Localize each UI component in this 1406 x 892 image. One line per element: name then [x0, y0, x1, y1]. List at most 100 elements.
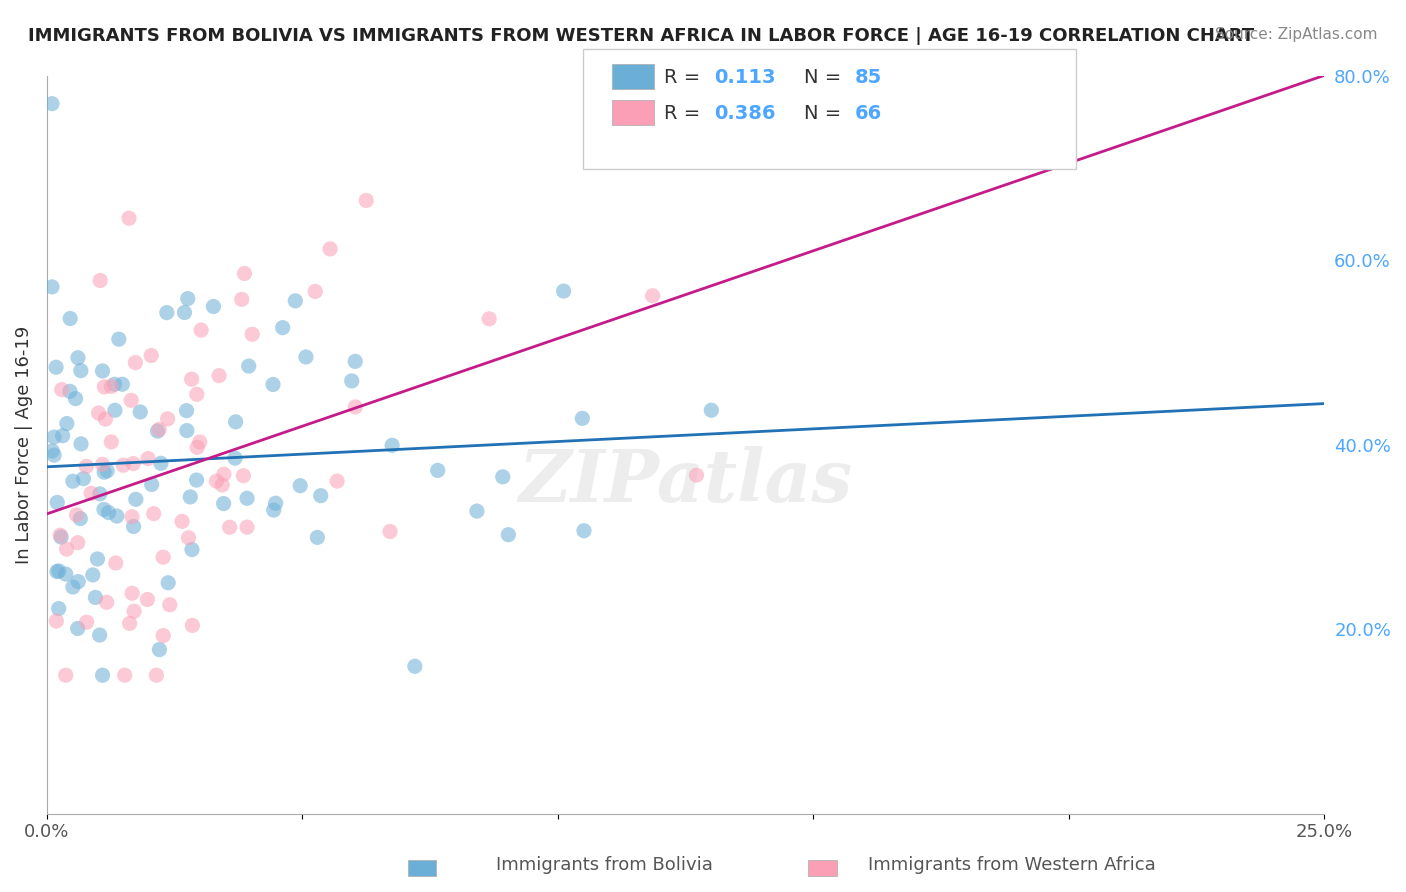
Point — [70, 364, 93, 378]
Point — [120, 393, 142, 408]
Point — [52, 428, 75, 442]
Point — [112, 458, 135, 473]
Point — [100, 379, 122, 393]
Point — [238, 359, 260, 373]
Point — [103, 377, 125, 392]
Point — [641, 289, 664, 303]
Point — [225, 415, 247, 429]
Point — [82, 568, 104, 582]
Point — [177, 531, 200, 545]
Text: N =: N = — [804, 103, 841, 123]
Point — [263, 503, 285, 517]
Point — [55, 668, 77, 682]
Point — [59, 384, 82, 399]
Text: Immigrants from Western Africa: Immigrants from Western Africa — [869, 856, 1156, 874]
Point — [93, 380, 115, 394]
Point — [176, 403, 198, 417]
Point — [124, 356, 146, 370]
Point — [146, 424, 169, 438]
Point — [136, 451, 159, 466]
Point — [66, 535, 89, 549]
Point — [41, 444, 63, 458]
Point — [55, 542, 77, 557]
Point — [177, 292, 200, 306]
Point — [66, 351, 89, 365]
Point — [69, 511, 91, 525]
Point — [42, 430, 65, 444]
Text: ZIPatlas: ZIPatlas — [519, 446, 852, 517]
Point — [108, 332, 131, 346]
Point — [157, 575, 180, 590]
Point — [141, 477, 163, 491]
Point — [295, 350, 318, 364]
Point — [114, 668, 136, 682]
Text: Immigrants from Bolivia: Immigrants from Bolivia — [496, 856, 713, 874]
Point — [498, 527, 520, 541]
Point — [46, 565, 69, 579]
Point — [44, 448, 66, 462]
Point — [152, 550, 174, 565]
Point — [118, 616, 141, 631]
Point — [91, 668, 114, 682]
Point — [572, 524, 595, 538]
Point — [290, 478, 312, 492]
Point — [125, 492, 148, 507]
Point — [104, 403, 127, 417]
Point — [188, 435, 211, 450]
Point — [340, 374, 363, 388]
Point — [55, 567, 77, 582]
Point — [76, 615, 98, 630]
Point — [231, 293, 253, 307]
Point — [149, 456, 172, 470]
Point — [122, 519, 145, 533]
Point — [236, 520, 259, 534]
Point — [105, 509, 128, 524]
Point — [404, 659, 426, 673]
Point — [553, 284, 575, 298]
Point — [186, 441, 208, 455]
Point — [41, 96, 63, 111]
Point — [100, 434, 122, 449]
Point — [426, 463, 449, 477]
Point — [309, 489, 332, 503]
Point — [344, 400, 367, 414]
Point — [118, 211, 141, 226]
Point — [307, 530, 329, 544]
Point — [148, 422, 170, 436]
Point — [212, 497, 235, 511]
Point — [354, 194, 377, 208]
Point — [96, 464, 118, 478]
Point — [180, 372, 202, 386]
Point — [89, 628, 111, 642]
Point — [49, 530, 72, 544]
Point — [89, 487, 111, 501]
Point — [304, 285, 326, 299]
Point — [48, 601, 70, 615]
Point — [181, 542, 204, 557]
Point — [465, 504, 488, 518]
Point — [211, 478, 233, 492]
Point — [571, 411, 593, 425]
Point — [478, 311, 501, 326]
Point — [70, 437, 93, 451]
Point — [141, 349, 163, 363]
Point — [236, 491, 259, 506]
Point — [142, 507, 165, 521]
Point — [111, 377, 134, 392]
Y-axis label: In Labor Force | Age 16-19: In Labor Force | Age 16-19 — [15, 326, 32, 564]
Text: 66: 66 — [855, 103, 882, 123]
Point — [136, 592, 159, 607]
Point — [170, 515, 193, 529]
Point — [66, 622, 89, 636]
Point — [145, 668, 167, 682]
Point — [93, 502, 115, 516]
Text: R =: R = — [664, 103, 700, 123]
Point — [75, 459, 97, 474]
Text: R =: R = — [664, 68, 700, 87]
Point — [344, 354, 367, 368]
Point — [86, 552, 108, 566]
Text: 85: 85 — [855, 68, 882, 87]
Point — [233, 267, 256, 281]
Point — [96, 595, 118, 609]
Point — [264, 496, 287, 510]
